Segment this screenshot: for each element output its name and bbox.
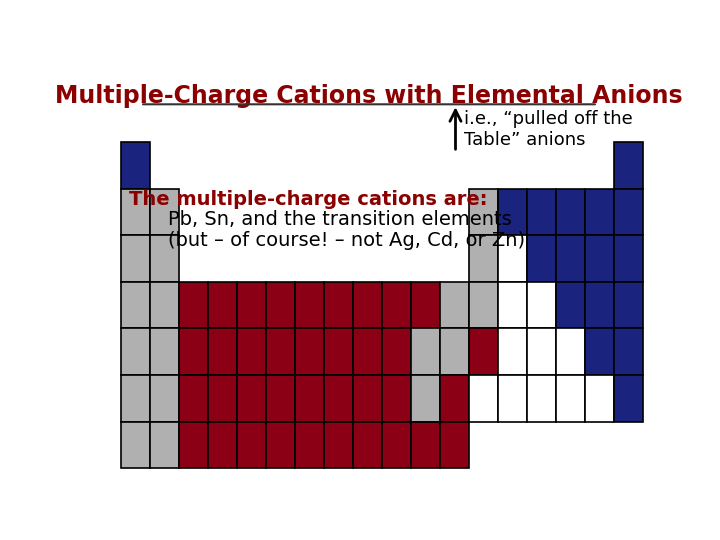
Bar [585, 375, 614, 422]
Bar [469, 235, 498, 282]
Bar [237, 422, 266, 468]
Bar [150, 235, 179, 282]
Bar [266, 328, 294, 375]
Bar [527, 328, 556, 375]
Bar [440, 375, 469, 422]
Bar [208, 282, 237, 328]
Bar [353, 422, 382, 468]
Bar [150, 375, 179, 422]
Bar [382, 282, 411, 328]
Bar [411, 422, 440, 468]
Bar [324, 422, 353, 468]
Bar [469, 328, 498, 375]
Bar [614, 375, 643, 422]
Bar [556, 328, 585, 375]
Text: The multiple-charge cations are:: The multiple-charge cations are: [129, 190, 487, 208]
Bar [614, 328, 643, 375]
Bar [121, 328, 150, 375]
Bar [614, 235, 643, 282]
Bar [614, 142, 643, 188]
Bar [324, 282, 353, 328]
Bar [498, 235, 527, 282]
Bar [237, 328, 266, 375]
Bar [353, 328, 382, 375]
Bar [150, 422, 179, 468]
Bar [585, 235, 614, 282]
Bar [498, 328, 527, 375]
Bar [121, 422, 150, 468]
Bar [237, 282, 266, 328]
Bar [324, 375, 353, 422]
Bar [440, 422, 469, 468]
Bar [150, 328, 179, 375]
Bar [469, 282, 498, 328]
Bar [266, 375, 294, 422]
Text: (but – of course! – not Ag, Cd, or Zn): (but – of course! – not Ag, Cd, or Zn) [168, 231, 526, 250]
Bar [294, 328, 324, 375]
Bar [121, 282, 150, 328]
Bar [498, 375, 527, 422]
Bar [179, 375, 208, 422]
Bar [179, 282, 208, 328]
Bar [121, 142, 150, 188]
Bar [498, 282, 527, 328]
Bar [353, 282, 382, 328]
Bar [469, 188, 498, 235]
Bar [440, 328, 469, 375]
Bar [469, 375, 498, 422]
Bar [556, 235, 585, 282]
Bar [121, 235, 150, 282]
Bar [179, 422, 208, 468]
Bar [556, 375, 585, 422]
Bar [585, 328, 614, 375]
Bar [585, 282, 614, 328]
Bar [150, 188, 179, 235]
Bar [121, 375, 150, 422]
Bar [411, 282, 440, 328]
Bar [294, 422, 324, 468]
Bar [266, 282, 294, 328]
Bar [614, 188, 643, 235]
Bar [208, 375, 237, 422]
Bar [382, 328, 411, 375]
Bar [440, 282, 469, 328]
Text: Multiple-Charge Cations with Elemental Anions: Multiple-Charge Cations with Elemental A… [55, 84, 683, 107]
Bar [527, 282, 556, 328]
Bar [324, 328, 353, 375]
Bar [556, 188, 585, 235]
Bar [208, 422, 237, 468]
Bar [585, 188, 614, 235]
Bar [266, 422, 294, 468]
Bar [527, 188, 556, 235]
Bar [527, 375, 556, 422]
Bar [179, 328, 208, 375]
Text: Pb, Sn, and the transition elements: Pb, Sn, and the transition elements [168, 210, 512, 230]
Bar [150, 282, 179, 328]
Bar [527, 235, 556, 282]
Bar [498, 188, 527, 235]
Bar [614, 282, 643, 328]
Bar [208, 328, 237, 375]
Bar [556, 282, 585, 328]
Bar [411, 328, 440, 375]
Bar [411, 375, 440, 422]
Text: i.e., “pulled off the
Table” anions: i.e., “pulled off the Table” anions [464, 110, 633, 148]
Bar [121, 188, 150, 235]
Bar [237, 375, 266, 422]
Bar [353, 375, 382, 422]
Bar [382, 375, 411, 422]
Bar [382, 422, 411, 468]
Bar [294, 282, 324, 328]
Bar [294, 375, 324, 422]
